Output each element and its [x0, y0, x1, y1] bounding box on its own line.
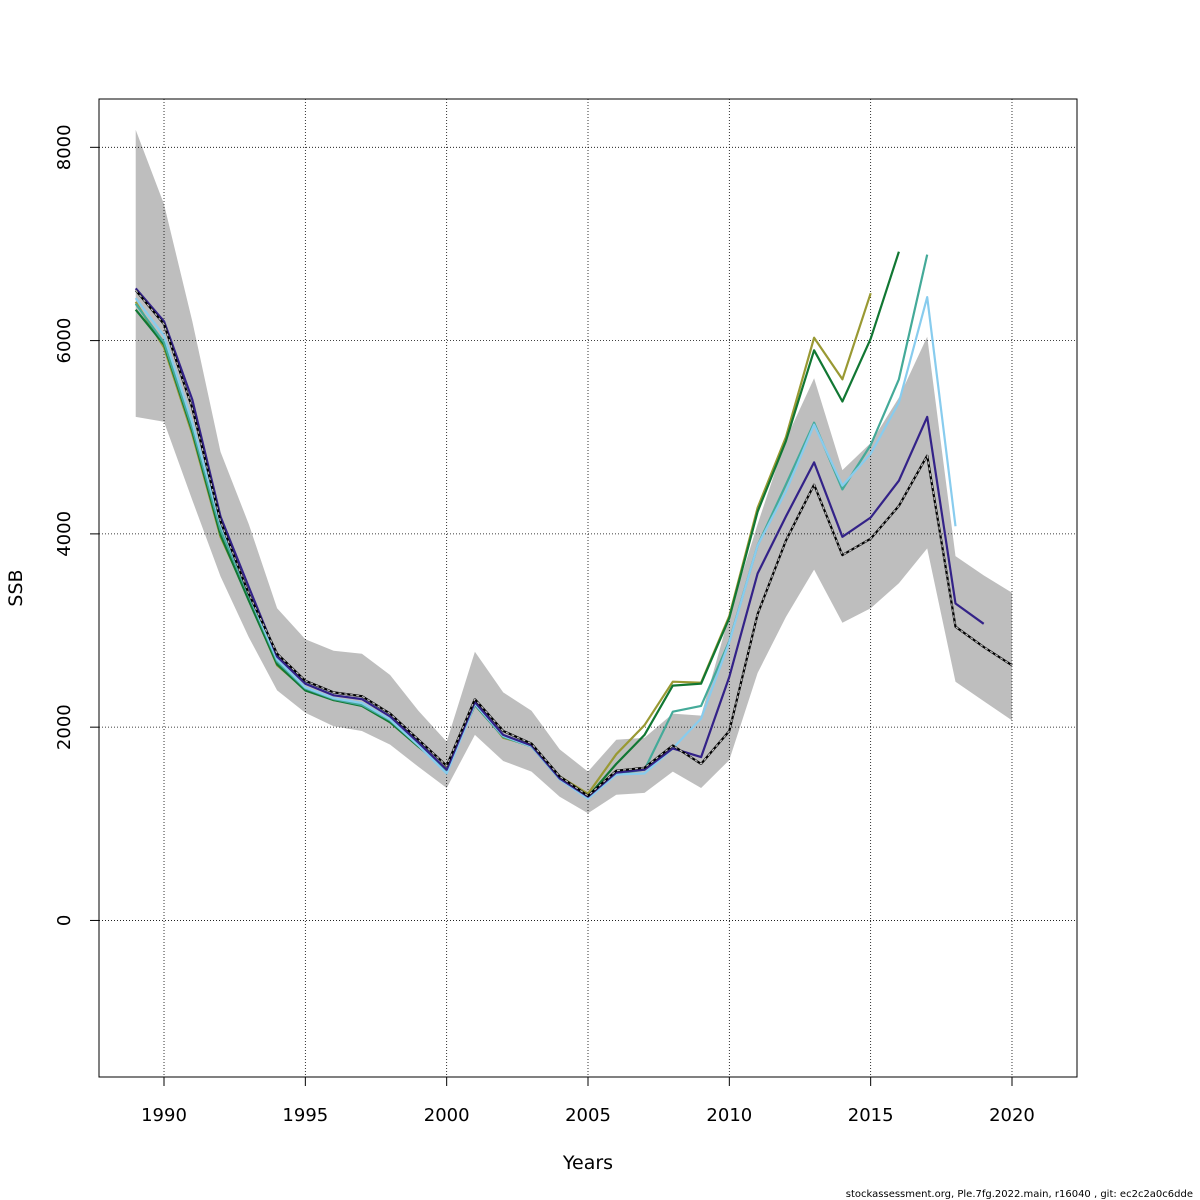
x-tick-label: 1995: [282, 1105, 328, 1126]
x-tick-label: 2020: [989, 1105, 1035, 1126]
x-tick-label: 1990: [141, 1105, 187, 1126]
y-tick-label: 2000: [54, 704, 75, 750]
confidence-band-layer: [135, 129, 1012, 814]
y-tick-label: 6000: [54, 318, 75, 364]
series-line-2: [134, 287, 985, 798]
x-axis-title: Years: [562, 1152, 613, 1174]
x-tick-label: 2005: [565, 1105, 611, 1126]
y-tick-label: 8000: [54, 124, 75, 170]
x-tick-label: 2015: [848, 1105, 894, 1126]
confidence-band: [135, 129, 1012, 814]
grid-layer: [99, 99, 1077, 1077]
x-tick-label: 2000: [424, 1105, 470, 1126]
footer-note: stockassessment.org, Ple.7fg.2022.main, …: [846, 1189, 1193, 1200]
x-tick-label: 2010: [706, 1105, 752, 1126]
y-tick-label: 4000: [54, 511, 75, 557]
y-tick-label: 0: [54, 915, 75, 926]
y-axis-title: SSB: [5, 569, 27, 606]
series-line-1-dash: [135, 289, 1013, 797]
series-layer: [134, 251, 1013, 800]
axis-layer: 1990 1995 2000 2005 2010 2015 2020 0 2000 4000 600…: [54, 124, 1035, 1126]
